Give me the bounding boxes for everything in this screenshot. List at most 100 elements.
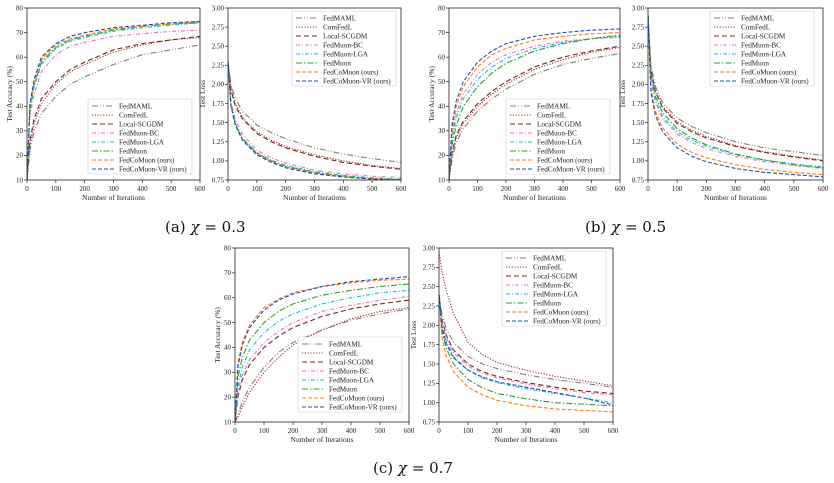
series-line-fedmuon-bc (228, 61, 401, 179)
y-tick-label: 2.25 (212, 62, 225, 70)
y-tick-label: 1.00 (632, 157, 645, 165)
series-line-fedmuon (235, 283, 409, 422)
y-tick-label: 10 (16, 176, 24, 184)
x-tick-label: 100 (472, 185, 483, 193)
x-tick-label: 300 (317, 427, 328, 435)
series-line-fedcomuon-vr-ours (235, 276, 409, 422)
x-tick-label: 100 (252, 185, 263, 193)
y-tick-label: 70 (438, 29, 446, 37)
y-tick-label: 1.25 (423, 380, 436, 388)
legend-label: ComFedL (533, 264, 562, 272)
legend-label: FedMuon-LGA (537, 139, 583, 147)
y-tick-label: 20 (224, 393, 232, 401)
caption-c: (c) χ = 0.7 (373, 459, 453, 477)
x-tick-label: 100 (463, 427, 474, 435)
legend-label: FedCoMuon-VR (ours) (323, 78, 391, 86)
y-tick-label: 10 (224, 418, 232, 426)
series-line-fedmaml (235, 308, 409, 422)
legend-label: FedCoMuon-VR (ours) (119, 166, 187, 174)
y-tick-label: 40 (438, 103, 446, 111)
x-tick-label: 500 (586, 185, 597, 193)
y-tick-label: 2.00 (423, 322, 436, 330)
legend-box (87, 98, 193, 175)
legend-label: FedCoMuon-VR (ours) (533, 318, 601, 326)
legend-label: FedMuon (329, 386, 357, 394)
legend-label: FedMAML (119, 103, 152, 111)
x-axis-label: Number of Iterations (495, 435, 558, 444)
y-tick-label: 0.75 (423, 418, 436, 426)
series-line-fedmuon-bc (648, 15, 823, 170)
series-line-local-scgdm (648, 15, 823, 162)
legend-label: Local-SCGDM (119, 121, 164, 129)
y-tick-label: 20 (16, 152, 24, 160)
x-tick-label: 500 (789, 185, 800, 193)
y-tick-label: 80 (438, 4, 446, 12)
legend-label: FedMuon (119, 148, 147, 156)
y-tick-label: 2.00 (632, 81, 645, 89)
y-tick-label: 3.00 (212, 4, 225, 12)
series-line-fedmuon-lga (235, 289, 409, 422)
y-tick-label: 70 (224, 269, 232, 277)
y-tick-label: 3.00 (423, 244, 436, 252)
legend-label: FedMuon-BC (537, 130, 577, 138)
legend-label: FedCoMuon (ours) (741, 69, 797, 77)
legend-label: FedMuon-BC (119, 130, 159, 138)
legend-label: FedMAML (533, 255, 566, 263)
legend-label: ComFedL (119, 112, 148, 120)
x-tick-label: 0 (25, 185, 29, 193)
x-tick-label: 500 (579, 427, 590, 435)
caption-a: (a) χ = 0.3 (165, 218, 246, 236)
legend-label: Local-SCGDM (741, 33, 786, 41)
x-tick-label: 100 (51, 185, 62, 193)
legend-box (501, 250, 607, 327)
legend-label: FedCoMuon (ours) (323, 69, 379, 77)
series-line-fedcomuon-ours (439, 294, 613, 413)
legend-box (505, 98, 611, 175)
x-tick-label: 400 (759, 185, 770, 193)
legend-label: FedMAML (323, 15, 356, 23)
x-tick-label: 0 (226, 185, 230, 193)
y-tick-label: 2.50 (423, 283, 436, 291)
x-tick-label: 0 (437, 427, 441, 435)
y-tick-label: 2.75 (212, 23, 225, 31)
x-tick-label: 400 (338, 185, 349, 193)
x-tick-label: 500 (166, 185, 177, 193)
legend-box (291, 10, 397, 87)
x-tick-label: 400 (550, 427, 561, 435)
series-line-fedcomuon-ours (648, 15, 823, 176)
legend-label: ComFedL (323, 24, 352, 32)
legend-label: FedMAML (537, 103, 570, 111)
y-axis-label: Test Accuracy (%) (427, 66, 436, 122)
y-tick-label: 60 (16, 53, 24, 61)
legend-label: FedMuon-LGA (533, 291, 579, 299)
legend-label: Local-SCGDM (537, 121, 582, 129)
x-axis-label: Number of Iterations (291, 435, 354, 444)
series-line-fedmuon-bc (439, 294, 613, 396)
series-line-local-scgdm (27, 35, 200, 180)
legend-box (709, 10, 815, 87)
legend-label: FedCoMuon-VR (ours) (537, 166, 605, 174)
x-tick-label: 400 (558, 185, 569, 193)
y-tick-label: 80 (224, 244, 232, 252)
y-tick-label: 50 (224, 319, 232, 327)
legend-box (297, 336, 403, 413)
legend: FedMAMLComFedLLocal-SCGDMFedMuon-BCFedMu… (505, 98, 611, 175)
legend-label: FedCoMuon-VR (ours) (329, 404, 397, 412)
x-tick-label: 600 (396, 185, 407, 193)
series-line-fedmuon-lga (449, 35, 620, 180)
y-tick-label: 30 (438, 127, 446, 135)
x-tick-label: 300 (529, 185, 540, 193)
y-tick-label: 70 (16, 29, 24, 37)
x-tick-label: 500 (367, 185, 378, 193)
y-tick-label: 1.50 (212, 119, 225, 127)
x-tick-label: 600 (404, 427, 415, 435)
y-tick-label: 1.25 (632, 138, 645, 146)
x-tick-label: 300 (108, 185, 119, 193)
series-line-fedmuon (648, 15, 823, 169)
chart-panel-4: 0 100 200 300 400 500 600 0.75 1.00 1.25 1.50 1.75 2… (618, 4, 829, 202)
x-tick-label: 200 (280, 185, 291, 193)
x-tick-label: 0 (646, 185, 650, 193)
series-line-fedmaml (449, 52, 620, 180)
legend-label: ComFedL (537, 112, 566, 120)
